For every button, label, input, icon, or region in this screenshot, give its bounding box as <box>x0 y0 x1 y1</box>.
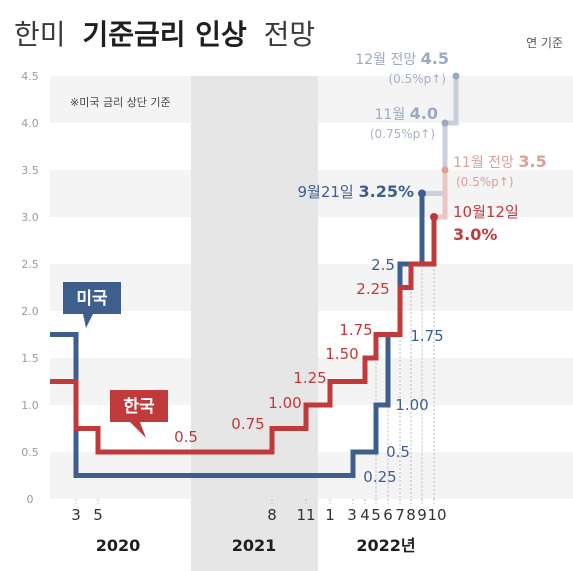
y-tick-label: 1.0 <box>21 399 39 412</box>
kr-projection-nov-period: 11월 전망 <box>453 155 518 171</box>
kr-step-label: 1.25 <box>293 369 326 387</box>
y-tick-label: 2.0 <box>21 305 39 318</box>
us-latest-point <box>418 189 426 198</box>
year-label: 2020 <box>96 536 141 555</box>
x-tick-label: 11 <box>296 506 315 524</box>
us-step-label: 1.00 <box>395 396 428 414</box>
us-projection-nov-period: 11월 <box>375 107 410 123</box>
kr-latest-point <box>430 213 438 221</box>
us-projection-point-11 <box>441 119 449 127</box>
x-tick-label: 9 <box>417 506 427 524</box>
x-tick-label: 5 <box>371 506 381 524</box>
x-tick-label: 10 <box>427 506 446 524</box>
kr-series-name: 한국 <box>123 397 155 417</box>
x-tick-label: 7 <box>395 506 405 524</box>
kr-step-label: 2.25 <box>356 280 389 298</box>
us-projection-nov-value: 4.0 <box>410 104 438 123</box>
year-2021-shade <box>191 76 318 571</box>
kr-projection-nov-value: 3.5 <box>518 152 546 171</box>
us-latest-date: 9월21일 <box>297 183 358 201</box>
x-tick-label: 4 <box>360 506 370 524</box>
kr-projection-nov-change: (0.5%p↑) <box>456 175 514 189</box>
chart-title: 한미 기준금리 인상 전망 <box>14 18 315 51</box>
us-step-label: 0.25 <box>363 468 396 486</box>
kr-rate-line <box>50 217 437 455</box>
us-projection-nov-change: (0.75%p↑) <box>370 127 435 141</box>
kr-step-label: 0.5 <box>174 428 198 446</box>
kr-step-label: 1.75 <box>339 321 372 339</box>
y-tick-label: 4.5 <box>21 70 39 83</box>
y-tick-label: 0 <box>27 493 34 506</box>
y-tick-label: 2.5 <box>21 258 39 271</box>
year-labels: 2020 2021 2022년 <box>96 536 416 555</box>
us-step-label: 2.5 <box>371 256 395 274</box>
year-label: 2022년 <box>356 536 415 555</box>
x-tick-label: 8 <box>406 506 416 524</box>
us-rate-line <box>50 193 425 478</box>
x-tick-label: 8 <box>267 506 277 524</box>
x-tick-label: 3 <box>71 506 81 524</box>
y-tick-label: 4.0 <box>21 117 39 130</box>
x-tick-label: 3 <box>347 506 357 524</box>
kr-step-label: 1.50 <box>325 345 358 363</box>
us-latest-value: 3.25% <box>358 182 414 201</box>
us-projection-point-12 <box>452 72 460 80</box>
us-step-label: 1.75 <box>410 327 443 345</box>
kr-projection-nov-label: 11월 전망 3.5 <box>453 152 547 171</box>
us-series-bubble <box>63 282 121 328</box>
x-tick-label: 6 <box>383 506 393 524</box>
series-lines <box>50 72 460 478</box>
y-tick-label: 3.0 <box>21 211 39 224</box>
us-projection-nov-label: 11월 4.0 <box>375 104 439 123</box>
kr-latest-date: 10월12일 <box>453 203 519 221</box>
kr-latest-value: 3.0% <box>453 225 497 244</box>
x-tick-label: 1 <box>325 506 335 524</box>
x-axis-ticks: 3 5 8 11 1 3 4 5 6 7 8 9 10 <box>71 506 446 524</box>
year-label: 2021 <box>232 536 277 555</box>
x-tick-label: 5 <box>93 506 103 524</box>
kr-step-label: 0.75 <box>231 415 264 433</box>
y-tick-label: 3.5 <box>21 164 39 177</box>
us-projection-dec-period: 12월 전망 <box>355 52 420 68</box>
y-tick-label: 0.5 <box>21 446 39 459</box>
data-labels: 0.250.51.001.752.50.50.751.001.251.501.7… <box>174 49 547 486</box>
us-projection-dec-label: 12월 전망 4.5 <box>355 49 449 68</box>
us-projection-dec-change: (0.5%p↑) <box>388 72 446 86</box>
kr-projection-point-11 <box>441 166 449 174</box>
us-projection-dec-value: 4.5 <box>421 49 449 68</box>
y-axis-ticks: 0 0.5 1.0 1.5 2.0 2.5 3.0 3.5 4.0 4.5 <box>21 70 39 506</box>
us-step-label: 0.5 <box>386 443 410 461</box>
us-series-name: 미국 <box>76 289 108 309</box>
us-latest-label: 9월21일 3.25% <box>297 182 414 201</box>
y-tick-label: 1.5 <box>21 352 39 365</box>
tick-guide-lines <box>75 193 435 504</box>
footnote: ※미국 금리 상단 기준 <box>70 96 171 109</box>
basis-label: 연 기준 <box>526 36 563 50</box>
kr-step-label: 1.00 <box>268 394 301 412</box>
kr-series-bubble <box>110 390 168 438</box>
